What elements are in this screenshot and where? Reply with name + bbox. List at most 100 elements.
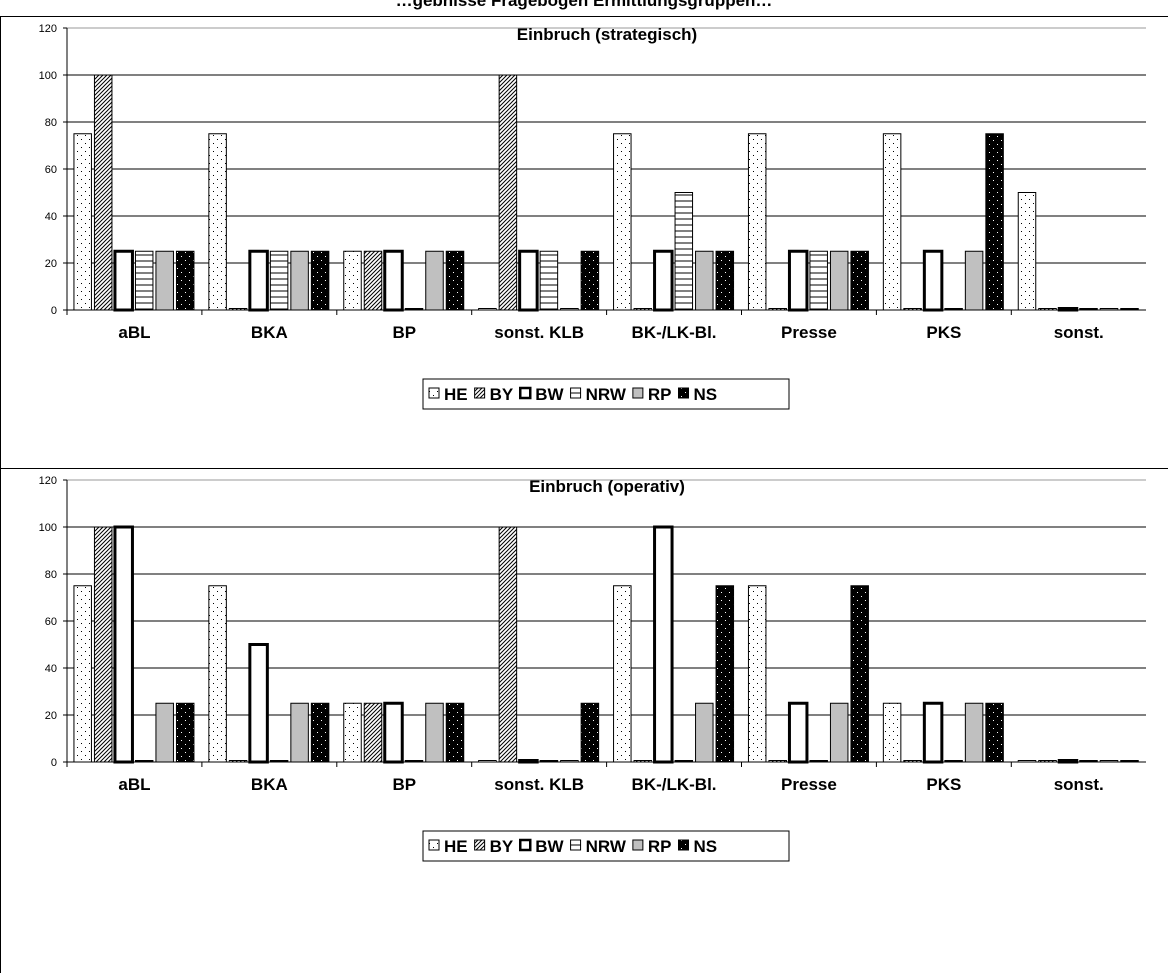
bar-he-presse — [747, 133, 767, 311]
bar-nrw-bka — [269, 250, 289, 311]
chart-title: Einbruch (strategisch) — [517, 25, 697, 44]
bar-nrw-abl — [134, 250, 154, 311]
bar-bw-presse — [787, 701, 809, 764]
bar-bw-pks — [922, 249, 944, 312]
bar-ns-presse — [850, 585, 869, 763]
y-tick-label: 120 — [39, 23, 57, 35]
bar-rp-presse — [829, 702, 849, 763]
bar-nrw-sonst-klb — [539, 250, 559, 311]
y-tick-label: 80 — [45, 569, 57, 581]
legend-swatch-by — [474, 839, 486, 851]
bar-he-bp — [343, 702, 362, 763]
legend-label-bw: BW — [535, 385, 564, 404]
y-tick-label: 120 — [39, 475, 57, 487]
bar-bw-abl — [113, 525, 134, 764]
bar-bw-bp — [383, 249, 404, 312]
x-category-label: Presse — [781, 323, 837, 342]
legend-swatch-bw — [519, 386, 532, 400]
y-tick-label: 20 — [45, 258, 57, 270]
legend-label-ns: NS — [694, 837, 718, 856]
x-category-label: BP — [392, 323, 416, 342]
bar-nrw-bk-lk-bl — [674, 192, 694, 311]
bar-he-presse — [747, 585, 767, 763]
x-category-label: BK-/LK-Bl. — [632, 323, 717, 342]
bar-bw-bka — [248, 643, 269, 764]
bar-bw-sonst-klb — [518, 249, 539, 312]
legend-label-rp: RP — [648, 837, 672, 856]
bar-rp-pks — [964, 702, 984, 763]
chart-operativ: 0 20 40 60 80 100 120 Einbruch (operativ) aBL BKA… — [39, 475, 1146, 862]
bar-bw-bp — [383, 701, 404, 764]
page-title: …gebnisse Fragebogen Ermittlungsgruppen… — [395, 0, 773, 10]
legend-label-nrw: NRW — [586, 385, 627, 404]
bar-he-sonst — [1017, 192, 1037, 311]
x-category-label: aBL — [118, 323, 150, 342]
bar-ns-bp — [445, 250, 465, 311]
legend-swatch-rp — [632, 839, 644, 851]
bar-nrw-presse — [809, 250, 828, 311]
x-category-label: Presse — [781, 775, 837, 794]
bar-bw-bk-lk-bl — [653, 249, 674, 312]
bar-bw-bka — [248, 249, 269, 312]
y-tick-label: 80 — [45, 117, 57, 129]
x-category-label: BKA — [251, 323, 288, 342]
bar-ns-bk-lk-bl — [715, 250, 735, 311]
bar-bw-abl — [113, 249, 134, 312]
bar-ns-pks — [985, 133, 1004, 311]
y-tick-label: 60 — [45, 164, 57, 176]
bar-ns-abl — [175, 250, 195, 311]
x-category-label: sonst. KLB — [494, 775, 584, 794]
legend-label-he: HE — [444, 837, 468, 856]
bar-ns-abl — [175, 702, 195, 763]
legend-swatch-he — [428, 839, 440, 851]
y-tick-label: 40 — [45, 663, 57, 675]
bar-he-bk-lk-bl — [613, 585, 632, 763]
bar-ns-sonst-klb — [580, 250, 600, 311]
bar-he-bk-lk-bl — [613, 133, 632, 311]
y-tick-label: 100 — [39, 70, 57, 82]
bar-he-pks — [882, 133, 902, 311]
bar-ns-presse — [850, 250, 869, 311]
bar-ns-bka — [310, 702, 330, 763]
bar-rp-abl — [155, 250, 174, 311]
legend-label-rp: RP — [648, 385, 672, 404]
bar-rp-presse — [829, 250, 849, 311]
x-category-label: PKS — [926, 775, 961, 794]
legend: HE BY BW NRW RP NS — [422, 378, 790, 410]
legend: HE BY BW NRW RP NS — [422, 830, 790, 862]
y-tick-label: 20 — [45, 710, 57, 722]
bar-rp-bka — [290, 250, 309, 311]
bar-he-bp — [343, 250, 362, 311]
legend-label-ns: NS — [694, 385, 718, 404]
legend-swatch-ns — [678, 387, 689, 399]
legend-label-nrw: NRW — [586, 837, 627, 856]
bar-rp-bp — [425, 250, 444, 311]
bar-by-bp — [363, 250, 383, 311]
bar-he-pks — [882, 702, 902, 763]
bar-bw-bk-lk-bl — [653, 525, 674, 764]
bar-by-sonst-klb — [498, 74, 518, 311]
panel-frame-left — [0, 16, 1, 973]
chart-strategisch: 0 20 40 60 80 100 120 Einbruch (strategisch) aBL… — [39, 23, 1146, 410]
bar-ns-pks — [985, 702, 1004, 763]
chart-title: Einbruch (operativ) — [529, 477, 685, 496]
legend-swatch-ns — [678, 839, 689, 851]
panel-frame-middle — [0, 468, 1168, 469]
x-category-label: sonst. KLB — [494, 323, 584, 342]
y-tick-label: 0 — [51, 757, 57, 769]
y-tick-label: 60 — [45, 616, 57, 628]
bar-rp-pks — [964, 250, 984, 311]
y-tick-label: 40 — [45, 211, 57, 223]
bar-he-bka — [208, 585, 227, 763]
bar-rp-bp — [425, 702, 444, 763]
bar-by-sonst-klb — [498, 526, 518, 763]
bar-he-bka — [208, 133, 227, 311]
bar-ns-bk-lk-bl — [715, 585, 735, 763]
legend-swatch-bw — [519, 838, 532, 852]
legend-label-bw: BW — [535, 837, 564, 856]
bar-rp-bka — [290, 702, 309, 763]
bar-by-abl — [93, 526, 113, 763]
x-category-label: aBL — [118, 775, 150, 794]
bar-rp-bk-lk-bl — [695, 250, 714, 311]
bar-he-abl — [73, 133, 92, 311]
